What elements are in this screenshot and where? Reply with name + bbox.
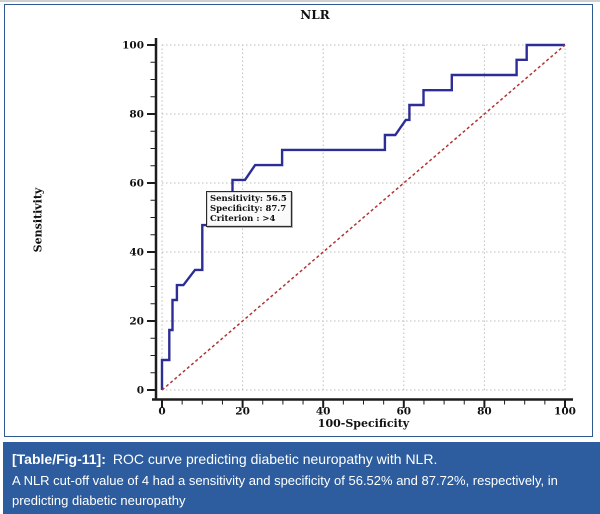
caption-body: A NLR cut-off value of 4 had a sensitivi… — [12, 473, 558, 508]
y-tick-label: 100 — [122, 40, 144, 52]
y-tick-label: 80 — [129, 109, 144, 121]
y-tick-label: 0 — [137, 385, 144, 397]
roc-chart: 0 20 40 60 80 100 0 20 40 60 80 100 — [122, 38, 576, 418]
x-tick-label: 100 — [554, 406, 576, 418]
caption-heading-line: [Table/Fig-11]: ROC curve predicting diab… — [12, 449, 590, 469]
top-border — [0, 0, 600, 2]
x-tick-label: 40 — [316, 406, 331, 418]
y-tick-label: 60 — [129, 178, 144, 190]
y-axis-label: Sensitivity — [31, 187, 45, 253]
x-axis-label: 100-Specificity — [317, 417, 410, 430]
x-tick-label: 60 — [396, 406, 411, 418]
y-tick-label: 40 — [129, 247, 144, 259]
x-tick-label: 0 — [158, 406, 165, 418]
criterion-annotation-box: Sensitivity: 56.5 Specificity: 87.7 Crit… — [206, 191, 292, 227]
caption-heading: ROC curve predicting diabetic neuropathy… — [112, 451, 438, 467]
reference-diagonal-line — [161, 44, 566, 391]
roc-curve-line — [160, 43, 565, 390]
annotation-specificity: Specificity: 87.7 — [210, 204, 287, 214]
y-tick-label: 20 — [129, 316, 144, 328]
figure-caption: [Table/Fig-11]: ROC curve predicting diab… — [3, 442, 600, 514]
annotation-sensitivity: Sensitivity: 56.5 — [210, 194, 287, 204]
x-tick-label: 80 — [477, 406, 492, 418]
caption-tag: [Table/Fig-11]: — [12, 451, 106, 467]
chart-title: NLR — [300, 8, 330, 22]
x-tick-label: 20 — [235, 406, 250, 418]
annotation-criterion: Criterion : >4 — [210, 214, 276, 224]
